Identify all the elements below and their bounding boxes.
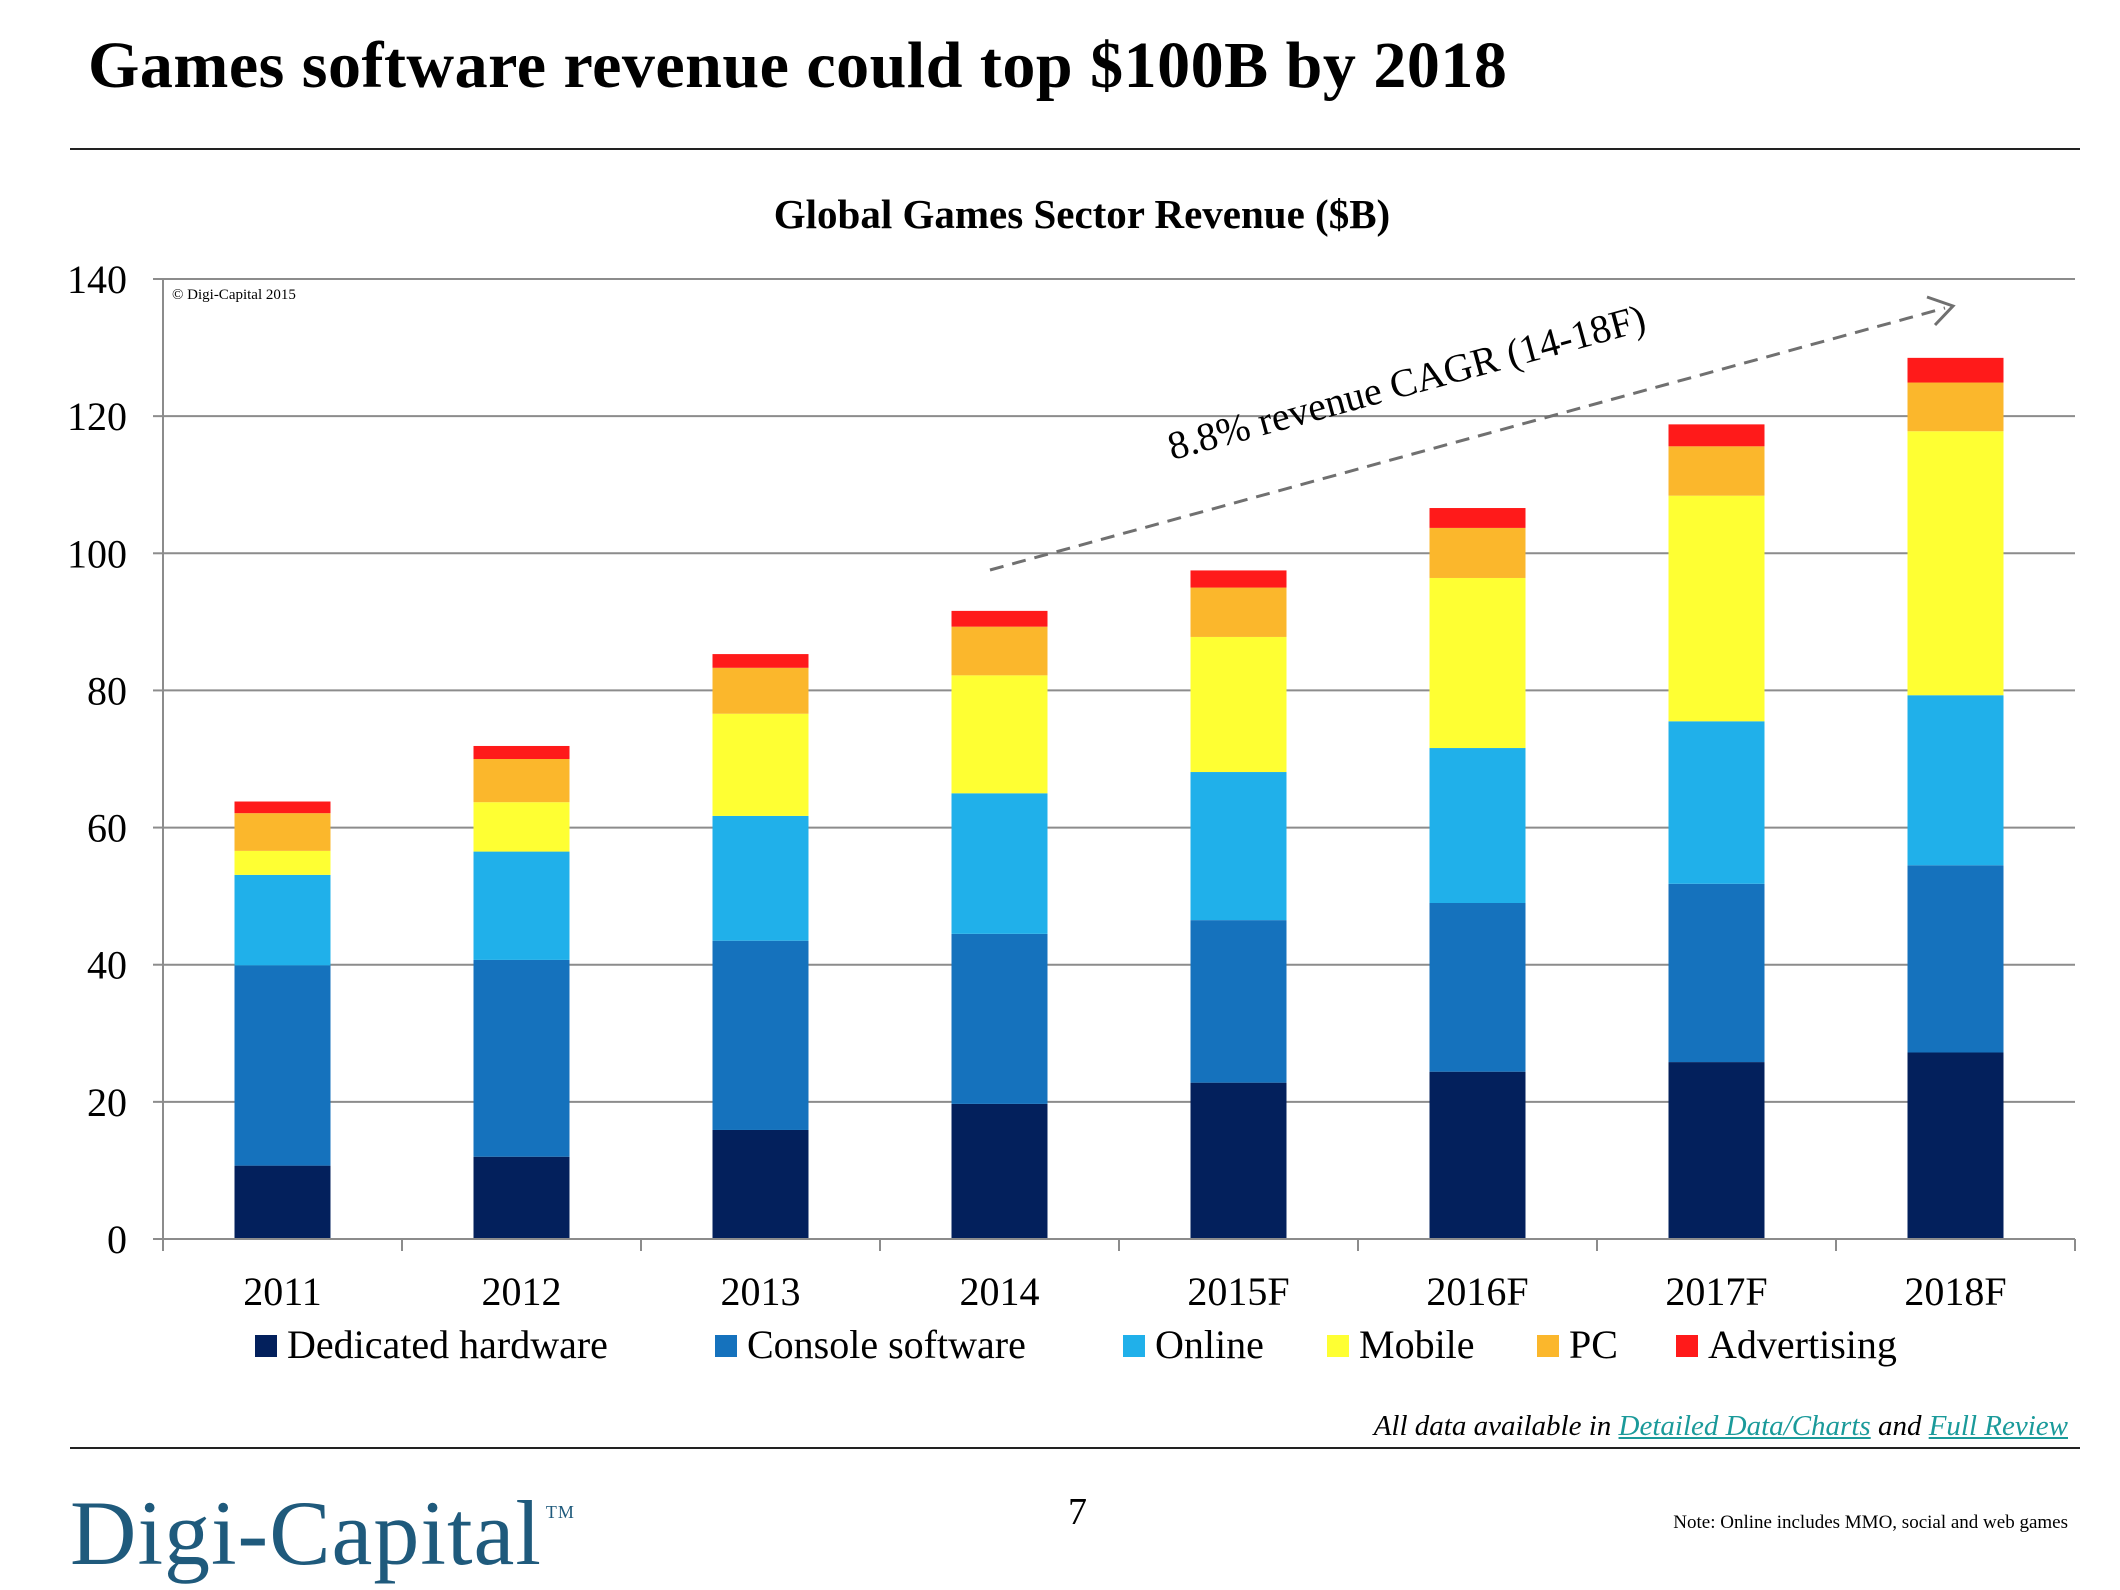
full-review-link[interactable]: Full Review (1928, 1410, 2068, 1442)
detailed-data-link[interactable]: Detailed Data/Charts (1618, 1410, 1871, 1442)
cagr-arrowhead (1926, 295, 1956, 327)
bar-segment (951, 793, 1048, 934)
bar-segment (1668, 424, 1765, 447)
digi-capital-logo: Digi-Capital TM (70, 1480, 575, 1586)
bar-segment (1190, 920, 1287, 1083)
bar-segment (1429, 527, 1526, 578)
bar-segment (473, 745, 570, 759)
x-tick-label: 2018F (1904, 1269, 2006, 1314)
bar-segment (712, 1129, 809, 1239)
bar-segment (1190, 1082, 1287, 1239)
footnote: Note: Online includes MMO, social and we… (1673, 1512, 2068, 1533)
bar-segment (1190, 772, 1287, 921)
bar-segment (234, 874, 331, 966)
x-tick-label: 2016F (1426, 1269, 1528, 1314)
bar-segment (712, 713, 809, 816)
legend-swatch (1676, 1335, 1698, 1357)
footer-divider (70, 1447, 2080, 1449)
legend-label: Console software (747, 1322, 1026, 1367)
y-tick-label: 140 (67, 257, 127, 302)
cagr-annotation: 8.8% revenue CAGR (14-18F) (1163, 295, 1651, 469)
chart-title: Global Games Sector Revenue ($B) (774, 191, 1390, 237)
x-tick-label: 2017F (1665, 1269, 1767, 1314)
bar-segment (1907, 695, 2004, 866)
bar-segment (1668, 883, 1765, 1063)
bar-segment (1429, 508, 1526, 528)
cagr-trend-arrow (989, 306, 1946, 572)
data-note-prefix: All data available in (1373, 1410, 1619, 1442)
slide-title: Games software revenue could top $100B b… (88, 29, 1508, 102)
bar-segment (234, 850, 331, 875)
bar-segment (1190, 587, 1287, 637)
bar-segment (1429, 903, 1526, 1072)
legend-label: PC (1569, 1322, 1618, 1367)
bar-segment (951, 933, 1048, 1104)
bar-segment (473, 959, 570, 1157)
bar-segment (473, 1156, 570, 1239)
y-tick-label: 80 (87, 668, 127, 713)
chart-bars (234, 357, 2004, 1239)
bar-segment (1907, 357, 2004, 383)
legend-swatch (255, 1335, 277, 1357)
bar-segment (234, 965, 331, 1166)
bar-segment (473, 851, 570, 960)
bar-segment (1907, 431, 2004, 696)
bar-segment (1907, 382, 2004, 432)
legend-swatch (1327, 1335, 1349, 1357)
legend-swatch (715, 1335, 737, 1357)
bar-segment (234, 813, 331, 851)
legend-swatch (1123, 1335, 1145, 1357)
legend-label: Mobile (1359, 1322, 1475, 1367)
x-tick-label: 2012 (482, 1269, 562, 1314)
bar-segment (1429, 1071, 1526, 1239)
bar-segment (234, 1165, 331, 1239)
y-tick-label: 40 (87, 943, 127, 988)
bar-segment (951, 675, 1048, 794)
y-tick-label: 60 (87, 806, 127, 851)
bar-segment (473, 759, 570, 803)
bar-segment (951, 626, 1048, 676)
legend-label: Dedicated hardware (287, 1322, 608, 1367)
bar-segment (712, 940, 809, 1130)
legend-label: Advertising (1708, 1322, 1897, 1367)
chart-legend: Dedicated hardware Console software Online… (255, 1322, 1897, 1367)
legend-label: Online (1155, 1322, 1264, 1367)
bar-segment (1668, 1062, 1765, 1239)
y-tick-label: 100 (67, 531, 127, 576)
bar-segment (473, 802, 570, 852)
y-tick-label: 20 (87, 1080, 127, 1125)
logo-trademark: TM (545, 1502, 575, 1522)
page-number: 7 (1068, 1491, 1087, 1533)
bar-segment (1907, 865, 2004, 1053)
y-tick-label: 120 (67, 394, 127, 439)
x-tick-label: 2014 (960, 1269, 1040, 1314)
data-availability-note: All data available in Detailed Data/Char… (1374, 1410, 2068, 1443)
bar-segment (1429, 748, 1526, 903)
bar-segment (1429, 577, 1526, 749)
x-tick-label: 2013 (721, 1269, 801, 1314)
bar-segment (951, 1103, 1048, 1239)
bar-segment (712, 667, 809, 714)
bar-segment (951, 610, 1048, 627)
x-tick-label: 2011 (243, 1269, 322, 1314)
bar-segment (1190, 636, 1287, 773)
chart-axes: 0 20 40 60 80 100 120 140 2011 2012 2013 2014 2015F 2… (67, 257, 2076, 1314)
bar-segment (712, 654, 809, 668)
bar-segment (1668, 721, 1765, 884)
y-tick-label: 0 (107, 1217, 127, 1262)
bar-segment (712, 815, 809, 941)
bar-segment (1668, 446, 1765, 496)
bar-segment (1907, 1052, 2004, 1239)
legend-swatch (1537, 1335, 1559, 1357)
bar-segment (1668, 495, 1765, 722)
data-note-mid: and (1870, 1410, 1929, 1442)
bar-segment (234, 801, 331, 814)
logo-text: Digi-Capital (70, 1482, 542, 1584)
chart-copyright: © Digi-Capital 2015 (172, 287, 296, 303)
x-tick-label: 2015F (1187, 1269, 1289, 1314)
title-divider (70, 148, 2080, 150)
revenue-chart: Global Games Sector Revenue ($B) 0 20 40 60… (67, 191, 2076, 1367)
bar-segment (1190, 570, 1287, 588)
chart-gridlines (163, 278, 2075, 1103)
